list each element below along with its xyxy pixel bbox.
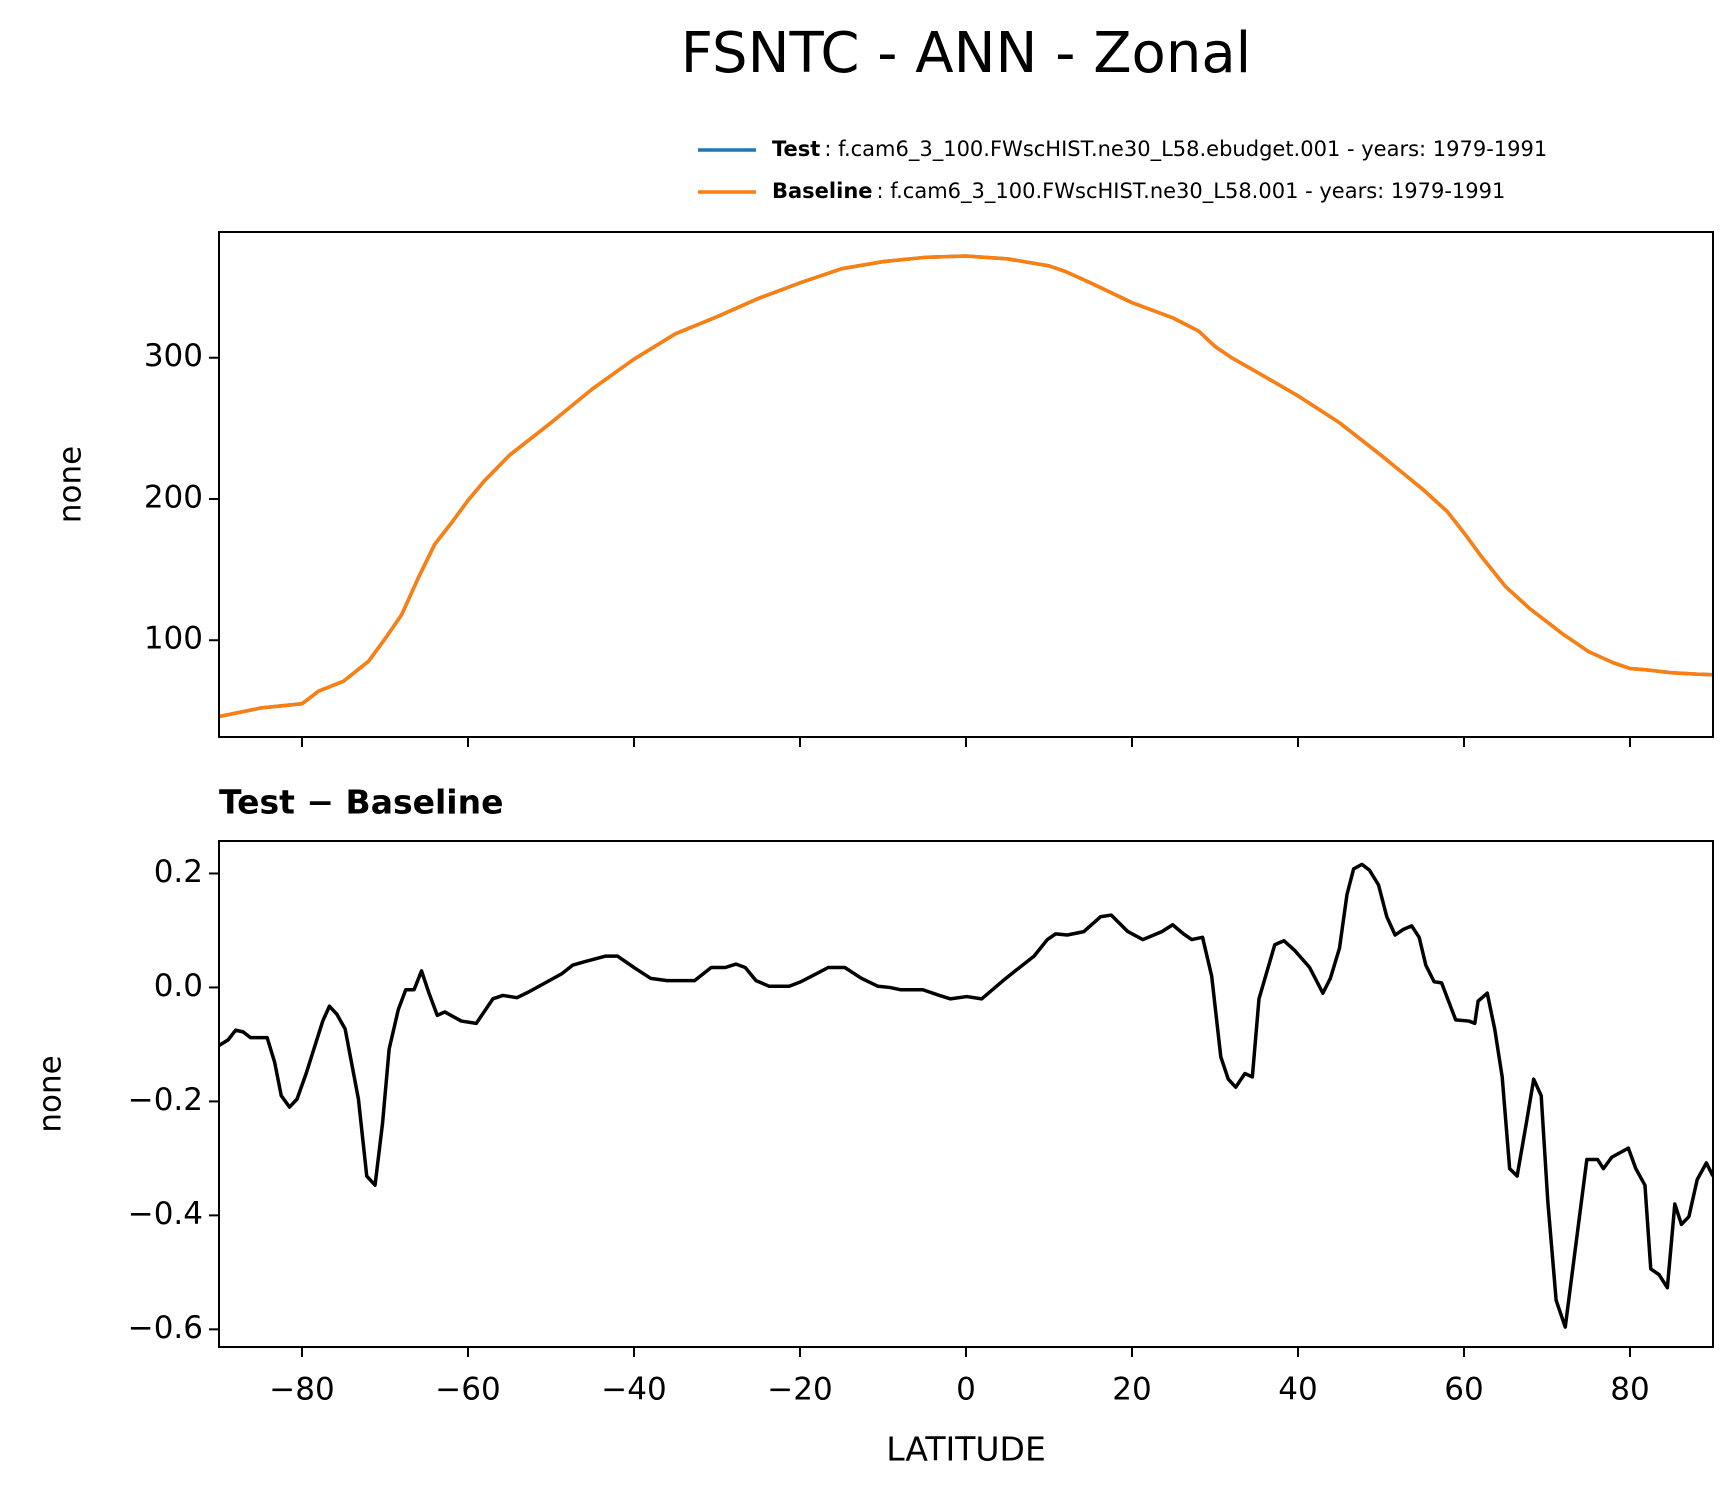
- x-tick-label: 80: [1610, 1372, 1649, 1408]
- y-tick-label: −0.6: [128, 1310, 203, 1346]
- y-tick-label: −0.4: [128, 1196, 203, 1232]
- x-tick-label: −80: [269, 1372, 334, 1408]
- x-tick-label: −20: [767, 1372, 832, 1408]
- legend-entry: Baseline: f.cam6_3_100.FWscHIST.ne30_L58…: [772, 179, 1505, 204]
- legend-name: Test: [772, 137, 820, 161]
- x-tick-label: 20: [1112, 1372, 1151, 1408]
- figure-title: FSNTC - ANN - Zonal: [681, 21, 1251, 86]
- legend-description: : f.cam6_3_100.FWscHIST.ne30_L58.001 - y…: [877, 179, 1506, 204]
- legend-name: Baseline: [772, 179, 873, 203]
- y-axis-label: none: [53, 446, 89, 523]
- x-axis-label: LATITUDE: [886, 1430, 1046, 1469]
- legend-entry: Test: f.cam6_3_100.FWscHIST.ne30_L58.ebu…: [772, 137, 1547, 162]
- axes-title: Test − Baseline: [219, 783, 504, 822]
- y-tick-label: 0.2: [154, 854, 203, 890]
- y-tick-label: 200: [144, 479, 203, 515]
- y-tick-label: 100: [144, 621, 203, 657]
- x-tick-label: −60: [435, 1372, 500, 1408]
- legend-description: : f.cam6_3_100.FWscHIST.ne30_L58.ebudget…: [824, 137, 1547, 162]
- y-tick-label: 0.0: [154, 968, 203, 1004]
- data-line: [219, 862, 1713, 1329]
- y-tick-label: 300: [144, 338, 203, 374]
- x-tick-label: 60: [1444, 1372, 1483, 1408]
- x-tick-label: 0: [956, 1372, 976, 1408]
- data-line: [219, 254, 1713, 719]
- y-tick-label: −0.2: [128, 1082, 203, 1118]
- x-tick-label: −40: [601, 1372, 666, 1408]
- y-axis-label: none: [33, 1055, 69, 1132]
- x-tick-label: 40: [1278, 1372, 1317, 1408]
